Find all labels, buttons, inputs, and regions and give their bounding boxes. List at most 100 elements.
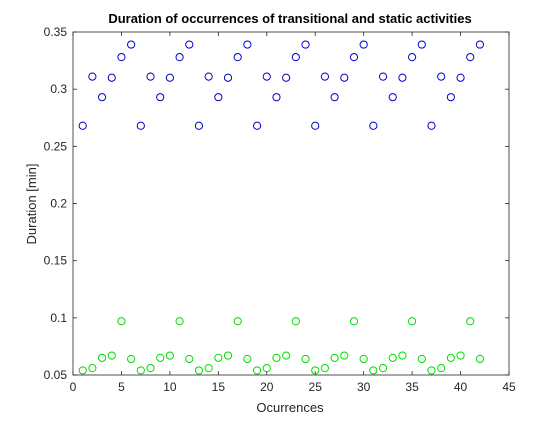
data-point <box>88 364 97 373</box>
data-point <box>214 353 223 362</box>
data-point <box>388 353 397 362</box>
data-point <box>117 317 126 326</box>
data-point <box>437 364 446 373</box>
data-point <box>97 353 107 362</box>
data-point <box>456 73 465 82</box>
data-point <box>252 366 262 375</box>
data-point <box>243 354 252 364</box>
data-point <box>214 93 223 102</box>
data-point <box>456 351 465 360</box>
data-point <box>146 364 155 373</box>
data-point <box>233 53 242 62</box>
data-point <box>417 40 426 49</box>
x-tick-label: 45 <box>502 380 516 394</box>
y-tick-label: 0.35 <box>44 25 68 39</box>
data-point <box>194 366 204 375</box>
y-tick-label: 0.1 <box>50 311 67 325</box>
data-point <box>475 40 485 49</box>
x-tick-label: 0 <box>70 380 77 394</box>
data-point <box>136 366 145 375</box>
data-point <box>78 366 87 375</box>
x-tick-label: 15 <box>212 380 226 394</box>
chart-title: Duration of occurrences of transitional … <box>108 11 471 26</box>
data-point <box>204 364 213 373</box>
data-point <box>204 72 213 81</box>
x-tick-label: 5 <box>118 380 125 394</box>
data-point <box>475 354 485 364</box>
x-tick-label: 10 <box>163 380 177 394</box>
data-point <box>311 121 320 130</box>
data-point <box>398 351 407 360</box>
data-point <box>107 73 116 82</box>
data-point <box>398 73 407 82</box>
data-point <box>427 121 436 130</box>
data-point <box>97 93 107 102</box>
data-point <box>369 121 378 130</box>
data-point <box>272 93 281 102</box>
data-point <box>252 121 262 130</box>
data-point <box>320 364 330 373</box>
x-tick-label: 30 <box>357 380 371 394</box>
data-point <box>223 351 233 360</box>
data-point <box>175 317 184 326</box>
data-point <box>349 53 359 62</box>
data-point <box>291 53 300 62</box>
data-point <box>301 354 310 364</box>
axis-ticks: 0 5 10 15 20 25 30 35 40 45 0.05 0.1 0.15 0.2 0.25 0.3 0… <box>44 25 516 394</box>
data-point <box>243 40 252 49</box>
x-tick-label: 40 <box>454 380 468 394</box>
data-point <box>320 72 330 81</box>
data-point <box>282 351 291 360</box>
data-point <box>117 53 126 62</box>
data-point <box>127 40 136 49</box>
data-point <box>349 317 359 326</box>
y-tick-label: 0.05 <box>44 368 68 382</box>
data-point <box>272 353 281 362</box>
data-point <box>291 317 300 326</box>
x-tick-label: 25 <box>309 380 323 394</box>
data-point <box>156 353 165 362</box>
data-point <box>301 40 310 49</box>
data-point <box>146 72 155 81</box>
data-point <box>194 121 204 130</box>
data-point <box>165 73 174 82</box>
y-tick-label: 0.15 <box>44 254 68 268</box>
data-point <box>466 53 475 62</box>
data-point <box>466 317 475 326</box>
data-point <box>417 354 426 364</box>
data-point <box>165 351 174 360</box>
data-point <box>127 354 136 364</box>
data-point <box>378 72 388 81</box>
data-point <box>446 93 455 102</box>
data-point <box>378 364 388 373</box>
data-point <box>233 317 242 326</box>
y-tick-label: 0.25 <box>44 139 68 153</box>
data-point <box>107 351 116 360</box>
data-point <box>88 72 97 81</box>
x-axis-label: Ocurrences <box>256 400 324 415</box>
data-point <box>340 351 349 360</box>
y-tick-label: 0.3 <box>50 82 67 96</box>
data-point <box>330 353 339 362</box>
data-point <box>359 354 368 364</box>
data-point <box>427 366 436 375</box>
data-point <box>262 364 271 373</box>
data-point <box>388 93 397 102</box>
data-point <box>175 53 184 62</box>
data-point <box>223 73 233 82</box>
data-point <box>408 317 417 326</box>
data-point <box>185 354 194 364</box>
data-points <box>78 40 485 375</box>
x-tick-label: 35 <box>405 380 419 394</box>
data-point <box>437 72 446 81</box>
data-point <box>340 73 349 82</box>
x-tick-label: 20 <box>260 380 274 394</box>
data-point <box>369 366 378 375</box>
y-tick-label: 0.2 <box>50 197 67 211</box>
data-point <box>78 121 87 130</box>
data-point <box>185 40 194 49</box>
data-point <box>311 366 320 375</box>
y-axis-label: Duration [min] <box>24 164 39 245</box>
